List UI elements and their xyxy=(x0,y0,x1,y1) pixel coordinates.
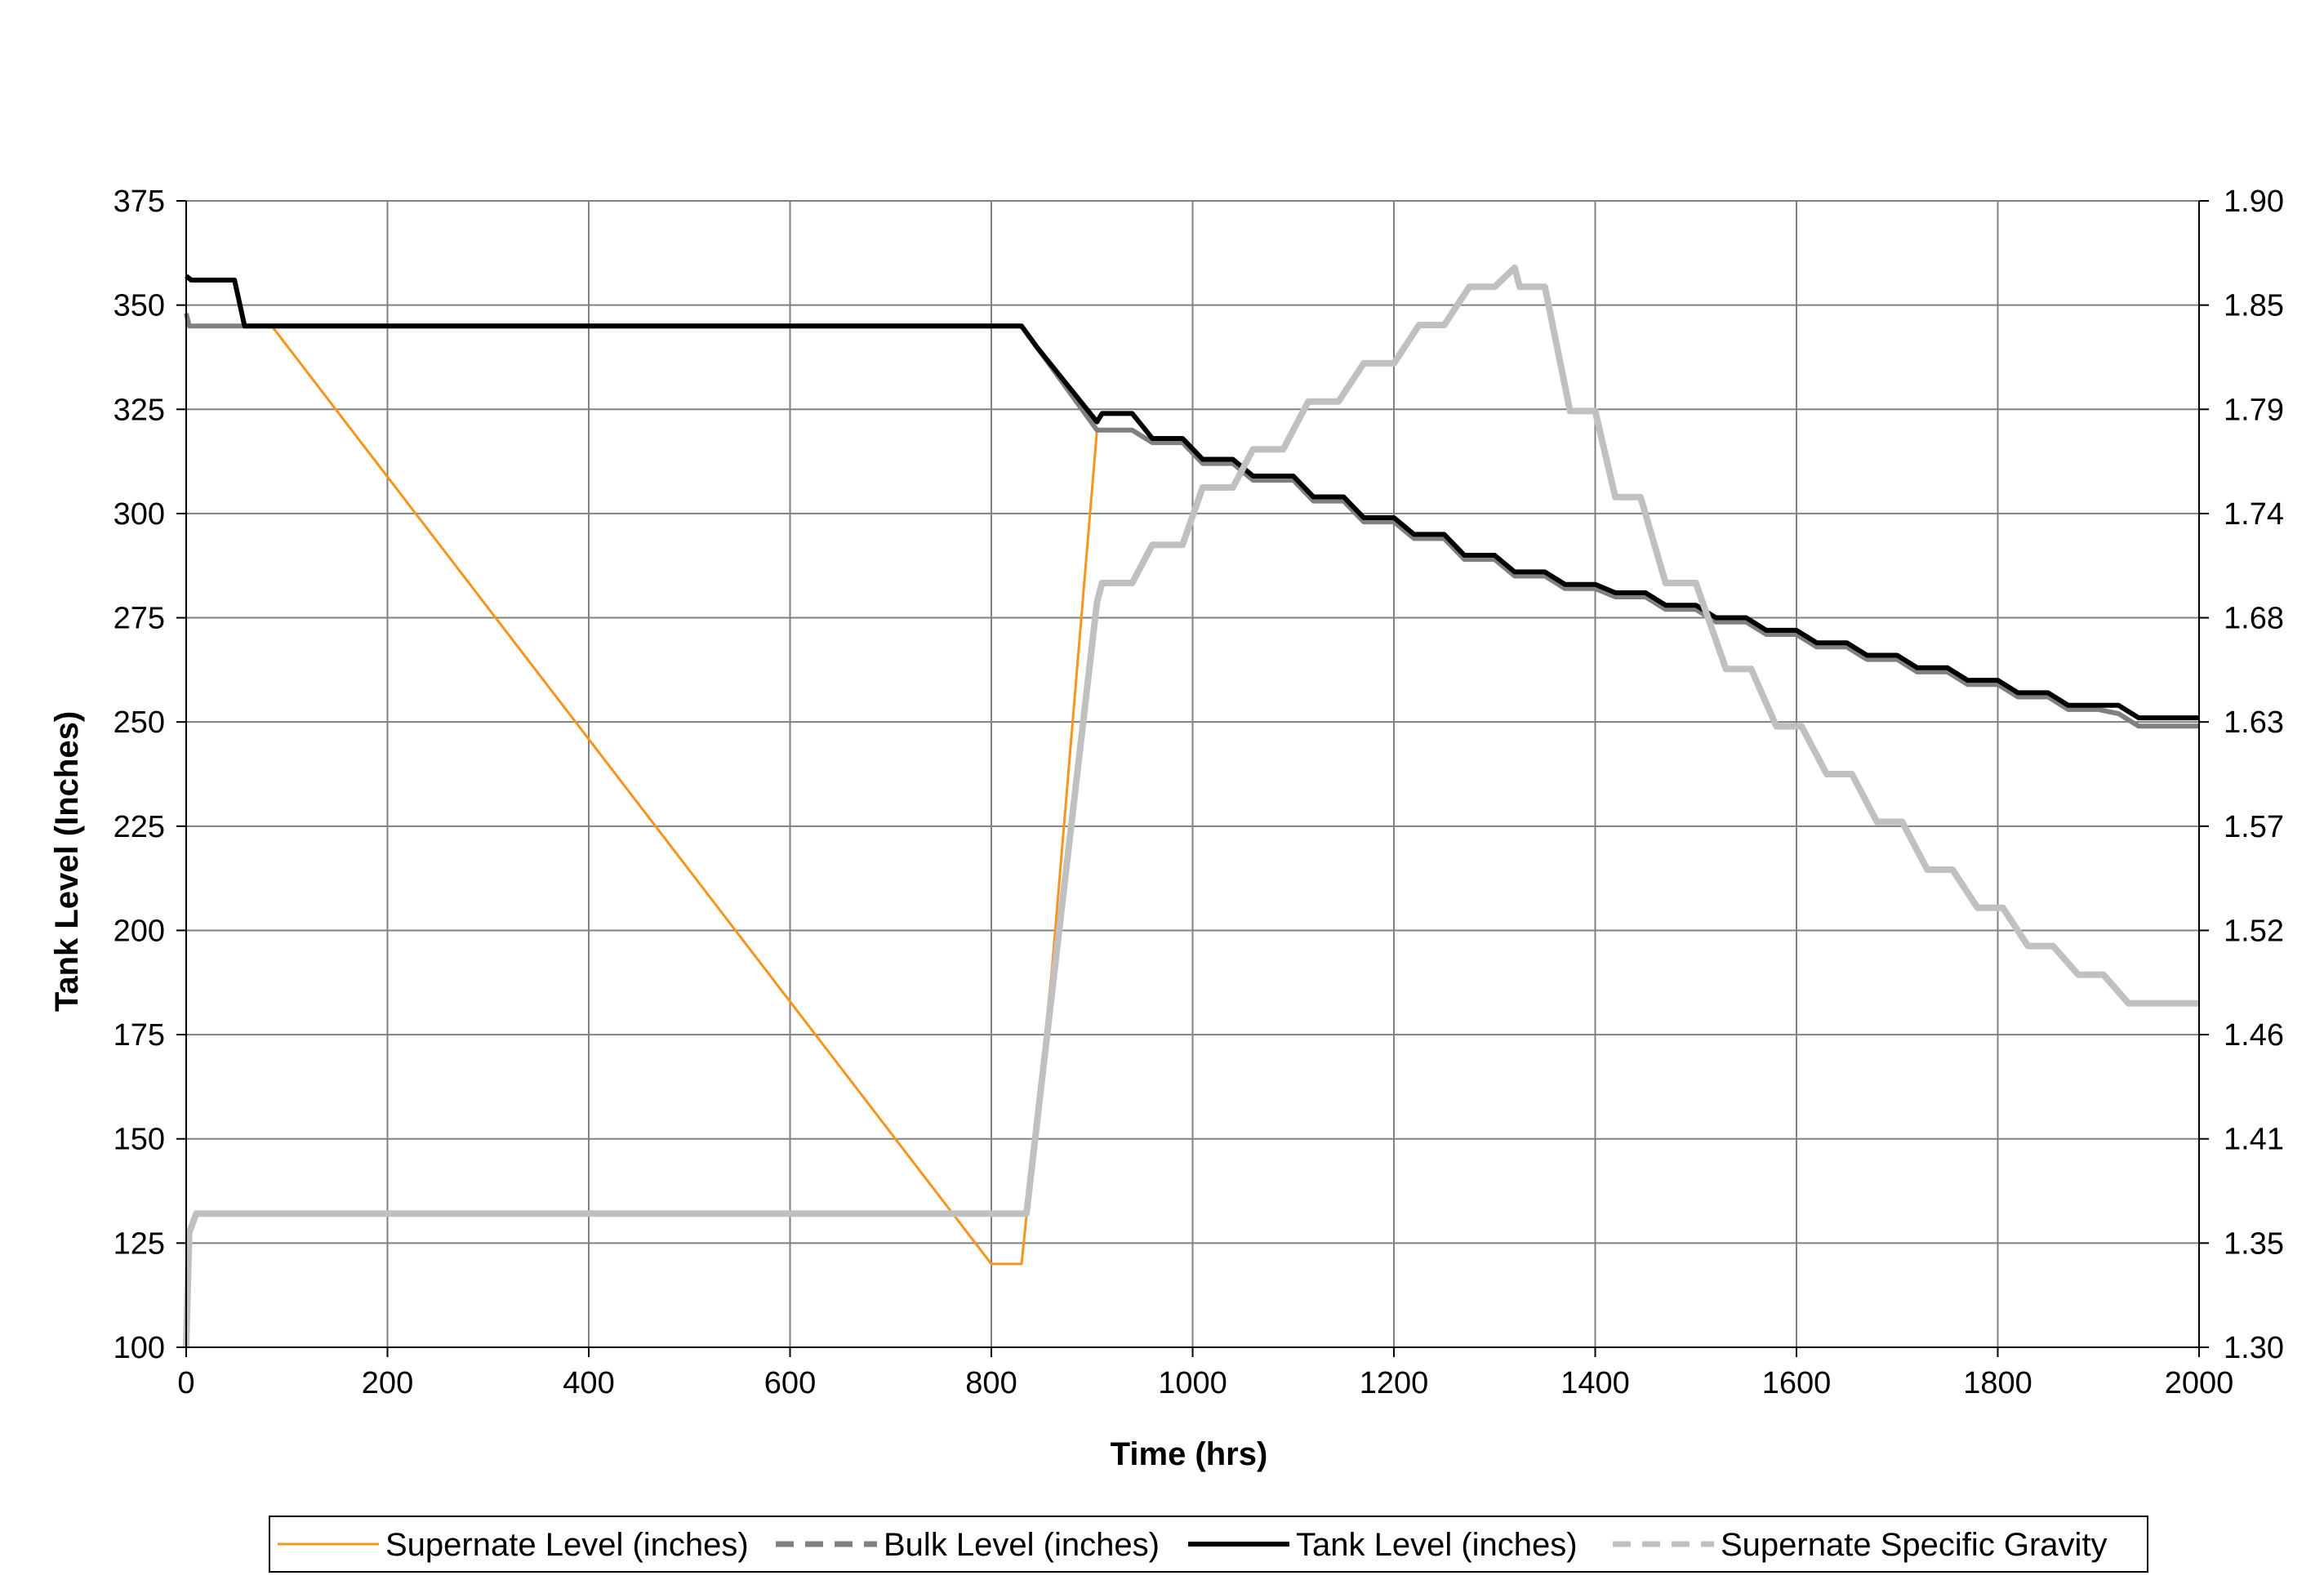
y-tick-label: 275 xyxy=(114,602,165,636)
y2-tick-label: 1.74 xyxy=(2224,497,2284,532)
x-tick-label: 400 xyxy=(563,1366,614,1400)
y2-tick-label: 1.30 xyxy=(2224,1331,2284,1365)
y2-tick-label: 1.85 xyxy=(2224,289,2284,323)
series-line-2 xyxy=(184,313,2199,729)
gridlines xyxy=(185,200,2200,1348)
series-lines xyxy=(183,264,2199,1348)
y-tick-label: 175 xyxy=(114,1018,165,1053)
x-tick-label: 1400 xyxy=(1560,1366,1630,1400)
y-tick-label: 300 xyxy=(114,497,165,532)
axes xyxy=(176,200,2209,1357)
y2-tick-label: 1.41 xyxy=(2224,1123,2284,1157)
series-line-3 xyxy=(185,274,2199,721)
legend-label-1: Supernate Level (inches) xyxy=(385,1527,749,1563)
y-tick-label: 200 xyxy=(114,914,165,948)
y2-tick-label: 1.63 xyxy=(2224,705,2284,740)
series-line-4 xyxy=(183,264,2199,1348)
x-tick-label: 200 xyxy=(362,1366,413,1400)
y-tick-label: 100 xyxy=(114,1331,165,1365)
x-tick-label: 0 xyxy=(177,1366,194,1400)
x-tick-label: 800 xyxy=(965,1366,1017,1400)
y2-tick-label: 1.79 xyxy=(2224,393,2284,427)
y2-tick-label: 1.57 xyxy=(2224,810,2284,844)
y-tick-label: 325 xyxy=(114,393,165,427)
y2-tick-label: 1.68 xyxy=(2224,602,2284,636)
series-line-1 xyxy=(186,324,1098,1266)
tick-labels: 0 200 400 600 800 1000 1200 1400 1600 1800 2000 100… xyxy=(114,185,2284,1400)
y-tick-label: 250 xyxy=(114,705,165,740)
y-axis-title: Tank Level (Inches) xyxy=(49,711,85,1012)
y2-tick-label: 1.90 xyxy=(2224,185,2284,219)
x-tick-label: 1200 xyxy=(1360,1366,1429,1400)
y2-tick-label: 1.35 xyxy=(2224,1226,2284,1261)
y-tick-label: 150 xyxy=(114,1123,165,1157)
legend: Supernate Level (inches) Bulk Level (inch… xyxy=(269,1516,2148,1573)
x-tick-label: 1000 xyxy=(1158,1366,1227,1400)
legend-label-2: Bulk Level (inches) xyxy=(884,1527,1160,1563)
legend-label-3: Tank Level (inches) xyxy=(1296,1527,1578,1563)
y-tick-label: 125 xyxy=(114,1226,165,1261)
legend-label-4: Supernate Specific Gravity xyxy=(1721,1527,2108,1563)
x-tick-label: 1600 xyxy=(1762,1366,1832,1400)
y2-tick-label: 1.52 xyxy=(2224,914,2284,948)
x-tick-label: 2000 xyxy=(2165,1366,2234,1400)
y-tick-label: 350 xyxy=(114,289,165,323)
y-tick-label: 225 xyxy=(114,810,165,844)
y-tick-label: 375 xyxy=(114,185,165,219)
x-tick-label: 1800 xyxy=(1963,1366,2032,1400)
x-tick-label: 600 xyxy=(764,1366,816,1400)
y2-tick-label: 1.46 xyxy=(2224,1018,2284,1053)
x-axis-title: Time (hrs) xyxy=(1111,1436,1268,1472)
